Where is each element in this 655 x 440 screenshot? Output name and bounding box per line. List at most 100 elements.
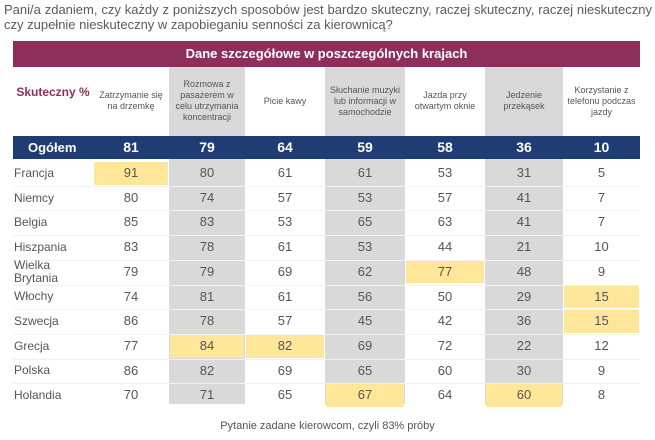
table-cell: 41 (516, 189, 532, 205)
question-text: Pani/a zdaniem, czy każdy z poniższych s… (4, 2, 652, 32)
total-row (13, 136, 640, 159)
column-header: Picie kawy (263, 95, 307, 106)
table-cell: 81 (199, 288, 215, 304)
table-cell: 30 (516, 362, 532, 378)
column-header: Korzystanie z telefonu podczas jazdy (567, 84, 636, 117)
table-cell: 79 (123, 263, 139, 279)
table-cell: 22 (516, 337, 532, 353)
highlight-cell (170, 334, 244, 358)
table-cell: 61 (277, 239, 293, 255)
table-cell: 69 (277, 362, 293, 378)
highlight-cell (486, 384, 562, 407)
table-cell: 80 (123, 189, 139, 205)
table-cell: 12 (594, 337, 609, 353)
column-header: Rozmowa z pasażerem w celu utrzymania ko… (175, 79, 239, 122)
table-cell: 70 (123, 387, 139, 403)
table-cell: 79 (199, 263, 215, 279)
highlight-cell (564, 285, 639, 309)
table-cell: 69 (357, 337, 373, 353)
table-cell: 82 (199, 362, 215, 378)
total-value: 36 (516, 139, 532, 155)
row-separator (13, 309, 640, 311)
table-cell: 65 (357, 214, 373, 230)
table-cell: 69 (277, 263, 293, 279)
total-value: 59 (357, 139, 373, 155)
table-cell: 65 (277, 387, 293, 403)
highlight-cell (326, 384, 404, 407)
row-separator (13, 259, 640, 261)
table-cell: 53 (357, 239, 373, 255)
table-cell: 78 (199, 313, 215, 329)
table-cell: 61 (277, 288, 293, 304)
table-cell: 84 (199, 337, 215, 353)
table-cell: 78 (199, 239, 215, 255)
table-cell: 5 (597, 165, 606, 180)
highlight-cell (94, 162, 168, 185)
footnote: Pytanie zadane kierowcom, czyli 83% prób… (220, 420, 435, 432)
total-value: 79 (199, 139, 215, 155)
table-cell: 29 (516, 288, 532, 304)
highlight-cell (406, 260, 484, 284)
table-cell: 67 (357, 387, 373, 403)
row-separator (13, 210, 640, 212)
table-cell: 85 (123, 214, 139, 230)
column-header: Jedzenie przekąsek (503, 90, 545, 111)
row-label: Grecja (14, 338, 50, 353)
table-cell: 61 (357, 165, 373, 180)
row-label: Wielka Brytania (14, 258, 59, 286)
highlight-cell (564, 310, 639, 333)
table-title: Dane szczegółowe w poszczególnych krajac… (13, 41, 640, 67)
table-cell: 15 (594, 313, 609, 329)
table-cell: 64 (437, 387, 453, 403)
row-separator (13, 284, 640, 286)
table-cell: 15 (594, 288, 609, 304)
table-cell: 83 (199, 214, 215, 230)
table-cell: 56 (357, 288, 373, 304)
row-label: Polska (14, 363, 51, 378)
table-cell: 9 (597, 263, 606, 279)
table-cell: 53 (277, 214, 293, 230)
table-cell: 57 (437, 189, 453, 205)
highlight-cell (246, 334, 324, 358)
table-cell: 9 (597, 362, 606, 378)
table-cell: 42 (437, 313, 453, 329)
table-cell: 7 (597, 214, 606, 230)
metric-label: Skuteczny % (16, 85, 90, 99)
table-cell: 82 (277, 337, 293, 353)
table-cell: 77 (437, 263, 453, 279)
column-header: Jazda przy otwartym oknie (414, 90, 476, 111)
table-cell: 91 (123, 165, 139, 180)
table-cell: 60 (437, 362, 453, 378)
table-cell: 53 (357, 189, 373, 205)
row-label: Francja (14, 165, 55, 180)
table-cell: 86 (123, 362, 139, 378)
table-cell: 50 (437, 288, 453, 304)
total-value: 58 (437, 139, 453, 155)
row-separator (13, 235, 640, 237)
table-cell: 44 (437, 239, 453, 255)
row-label: Hiszpania (14, 239, 67, 254)
row-separator (13, 185, 640, 187)
table-cell: 77 (123, 337, 139, 353)
table-cell: 31 (516, 165, 532, 180)
table-cell: 60 (516, 387, 532, 403)
table-cell: 80 (199, 165, 215, 180)
row-label: Belgia (14, 215, 48, 230)
table-cell: 36 (516, 313, 532, 329)
table-cell: 48 (516, 263, 532, 279)
table-cell: 21 (516, 239, 532, 255)
table-cell: 57 (277, 313, 293, 329)
row-label: Szwecja (14, 314, 59, 329)
table-cell: 61 (277, 165, 293, 180)
table-cell: 7 (597, 189, 606, 205)
table-cell: 86 (123, 313, 139, 329)
row-label: Włochy (14, 289, 54, 304)
table-cell: 8 (597, 387, 606, 403)
row-separator (13, 333, 640, 335)
table-cell: 65 (357, 362, 373, 378)
table-cell: 53 (437, 165, 453, 180)
total-value: 10 (593, 139, 610, 155)
row-label: Niemcy (14, 190, 55, 205)
table-cell: 83 (123, 239, 139, 255)
table-cell: 45 (357, 313, 373, 329)
